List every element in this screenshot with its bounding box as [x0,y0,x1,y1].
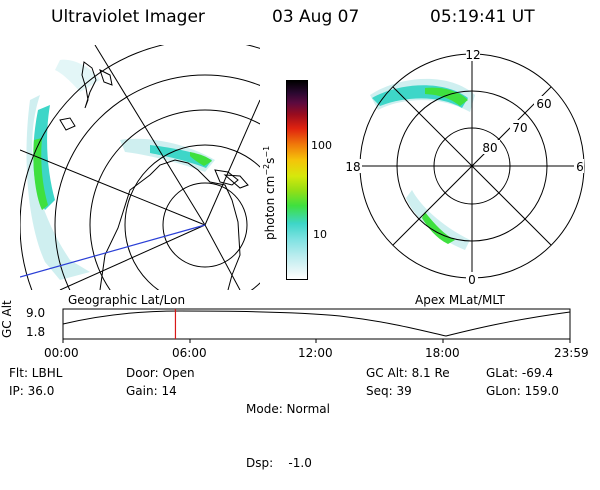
info-column-mode: Mode: Normal Dsp: -1.0 [246,364,330,490]
gain-label: Gain: 14 [126,384,177,398]
color-scale-bar [286,80,308,280]
aurora-halo [406,190,470,250]
altitude-xtick-0000: 00:00 [44,346,79,360]
colorbar-tick-10: 10 [313,228,327,241]
altitude-ytick-max: 9.0 [26,306,46,320]
aurora-core [190,152,212,166]
gc-alt-label: GC Alt: 8.1 Re [366,366,450,380]
right-panel-label: Apex MLat/MLT [415,293,505,307]
mlat-label-80: 80 [482,141,497,155]
colorbar-unit-label: photon cm−2s−1 [262,145,277,240]
mlt-label-6: 6 [576,160,584,174]
polar-mlt-plot: 12 6 0 18 60 70 80 [344,48,585,287]
ip-label: IP: 36.0 [9,384,55,398]
altitude-xtick-1800: 18:00 [425,346,460,360]
satellite-track [20,224,206,278]
aurora-core [425,87,468,106]
mlt-label-12: 12 [465,48,480,62]
aurora-band [150,145,212,168]
aurora-core [422,212,455,244]
colorbar-tick-100: 100 [311,139,332,152]
app-title: Ultraviolet Imager [51,7,205,27]
left-panel-label: Geographic Lat/Lon [68,293,186,307]
info-column-altitude: GC Alt: 8.1 Re Seq: 39 [366,364,450,400]
aurora-core [33,138,48,210]
info-column-door: Door: Open Gain: 14 [126,364,195,400]
glon-label: GLon: 159.0 [486,384,559,398]
altitude-ytick-min: 1.8 [26,325,46,339]
info-column-flight: Flt: LBHL IP: 36.0 [9,364,62,400]
flight-label: Flt: LBHL [9,366,63,380]
altitude-xtick-1200: 12:00 [298,346,333,360]
altitude-plot [62,308,571,343]
altitude-xtick-0600: 06:00 [172,346,207,360]
seq-label: Seq: 39 [366,384,412,398]
mlat-label-70: 70 [512,121,527,135]
date-label: 03 Aug 07 [272,7,360,27]
altitude-curve [62,310,571,337]
mode-label: Mode: Normal [246,402,330,416]
aurora-halo [26,95,90,280]
mlt-label-18: 18 [345,160,360,174]
altitude-ylabel: GC Alt [0,300,14,338]
door-label: Door: Open [126,366,195,380]
aurora-halo [55,59,100,92]
geographic-map [20,45,260,290]
mlt-label-0: 0 [468,273,476,287]
mlat-label-60: 60 [536,97,551,111]
altitude-xtick-2359: 23:59 [554,346,589,360]
glat-label: GLat: -69.4 [486,366,553,380]
dsp-label: Dsp: -1.0 [246,456,312,470]
time-label: 05:19:41 UT [430,7,535,27]
info-column-geo: GLat: -69.4 GLon: 159.0 [486,364,559,400]
